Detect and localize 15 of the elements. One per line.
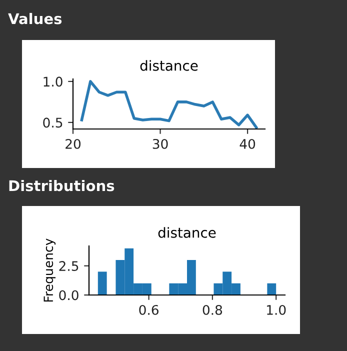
chart-title: distance: [158, 227, 216, 238]
y-axis-title: Frequency: [44, 238, 56, 302]
x-tick-label: 20: [66, 138, 81, 149]
text: Values: [8, 12, 62, 24]
x-tick-label: 1.0: [267, 304, 286, 315]
x-tick-label: 0.8: [202, 304, 222, 315]
x-tick-label: 0.6: [139, 304, 158, 315]
y-tick-label: 0.0: [59, 290, 78, 300]
x-tick-label: 30: [152, 138, 168, 149]
line-series: [80, 80, 258, 129]
chart-title: distance: [140, 60, 198, 71]
y-tick-label: 2.5: [59, 261, 78, 272]
x-tick-label: 40: [240, 138, 256, 149]
y-tick-label: 0.5: [43, 118, 62, 128]
text: Distributions: [9, 180, 114, 192]
